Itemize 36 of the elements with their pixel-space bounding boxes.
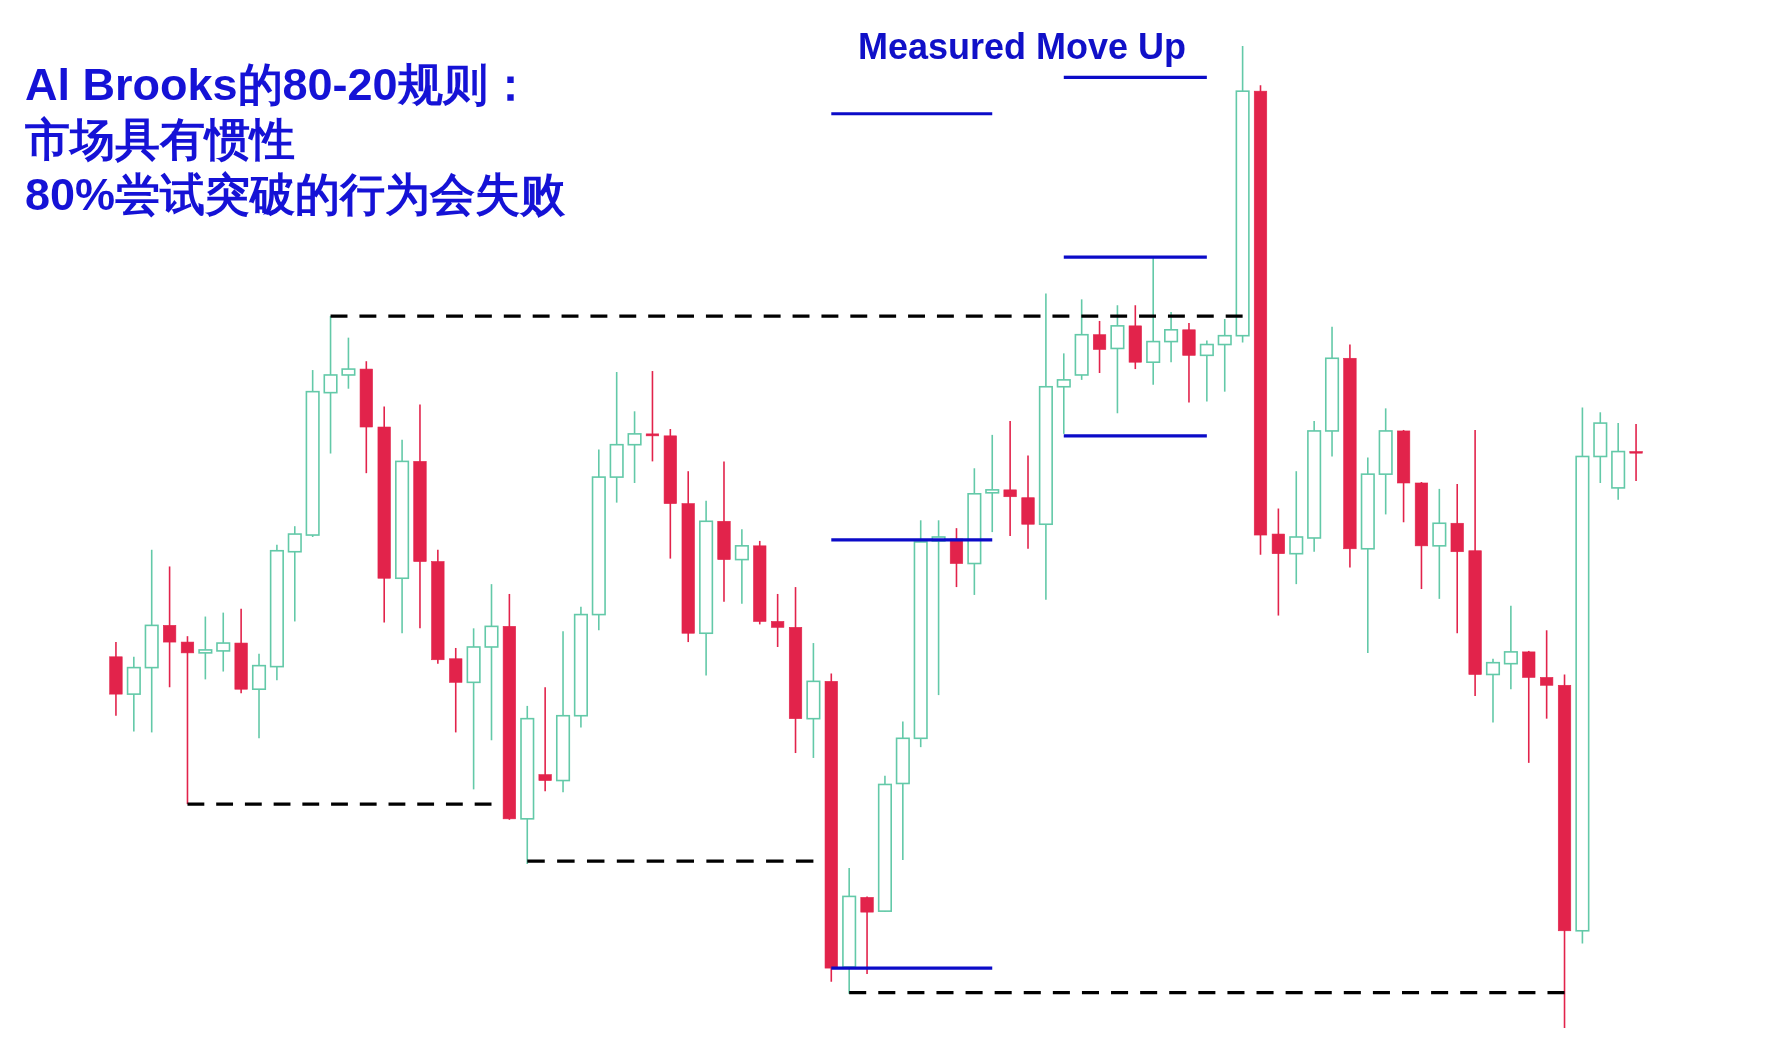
candlestick [1056,352,1071,435]
candlestick [216,611,231,673]
candlestick [198,615,213,681]
candlestick [287,525,302,623]
candlestick [1110,304,1125,415]
candlestick [1146,257,1161,386]
candlestick [771,593,785,648]
candlestick [985,434,1000,533]
candlestick [1432,488,1447,600]
chart-title: Al Brooks的80-20规则： [25,59,533,110]
candlestick [1629,423,1643,482]
annotation: Measured Move Up [857,26,1187,67]
candlestick [1003,420,1017,537]
text: 市场具有惯性 [25,114,295,165]
candlestick [860,895,874,975]
candlestick [734,528,749,605]
candlestick [1199,339,1214,403]
candlestick [1092,320,1107,374]
candlestick [538,686,552,793]
candlestick [484,583,499,742]
candlestick [341,336,356,390]
annotation: 80%尝试突破的行为会失败 [25,169,567,220]
candlestick [1540,629,1554,720]
candlestick [1271,507,1285,617]
candlestick [449,647,463,734]
candlestick [1503,604,1518,691]
candlestick [1289,470,1304,585]
candlestick [323,315,338,455]
candlestick [1217,318,1232,393]
candlestick [1485,657,1501,724]
candlestick [163,565,177,689]
candlestick [251,653,267,740]
candlestick [180,635,195,805]
candlestick [645,370,660,463]
candlestick [1164,311,1179,363]
candlestick [627,410,642,484]
